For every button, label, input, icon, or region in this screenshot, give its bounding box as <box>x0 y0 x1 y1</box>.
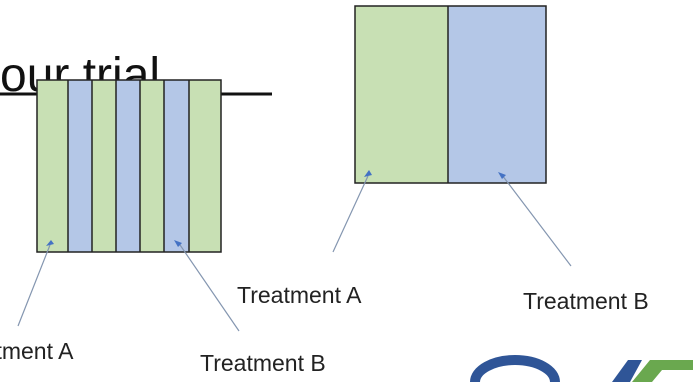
strip-7 <box>189 80 221 252</box>
strip-dividers <box>67 80 190 252</box>
block-plot-outline <box>354 5 547 184</box>
right-leader-b <box>498 172 572 267</box>
logo-mark-blue <box>612 360 642 382</box>
label-right-treatment-a: Treatment A <box>237 282 362 308</box>
left-leader-a <box>17 240 54 327</box>
strip-3 <box>92 80 116 252</box>
label-left-treatment-a: Treatment A <box>0 338 74 364</box>
block-1 <box>355 6 448 183</box>
arrowhead-left-b <box>174 240 182 247</box>
label-left-treatment-b: Treatment B <box>200 350 326 376</box>
block-2 <box>448 6 546 183</box>
strip-5 <box>140 80 164 252</box>
strip-plot <box>36 79 222 253</box>
logo-mark-green <box>632 360 693 382</box>
right-leader-a <box>332 170 372 253</box>
logo <box>470 355 693 382</box>
strip-1 <box>37 80 68 252</box>
arrowhead-right-a <box>364 170 372 177</box>
block-plot <box>354 5 547 184</box>
logo-arc <box>470 355 560 382</box>
strip-2 <box>68 80 92 252</box>
strip-4 <box>116 80 140 252</box>
strip-6 <box>164 80 189 252</box>
label-right-treatment-b: Treatment B <box>523 288 649 314</box>
arrowhead-right-b <box>498 172 506 179</box>
arrowhead-left-a <box>46 240 54 246</box>
strip-plot-outline <box>36 79 222 253</box>
left-leader-b <box>174 240 240 332</box>
